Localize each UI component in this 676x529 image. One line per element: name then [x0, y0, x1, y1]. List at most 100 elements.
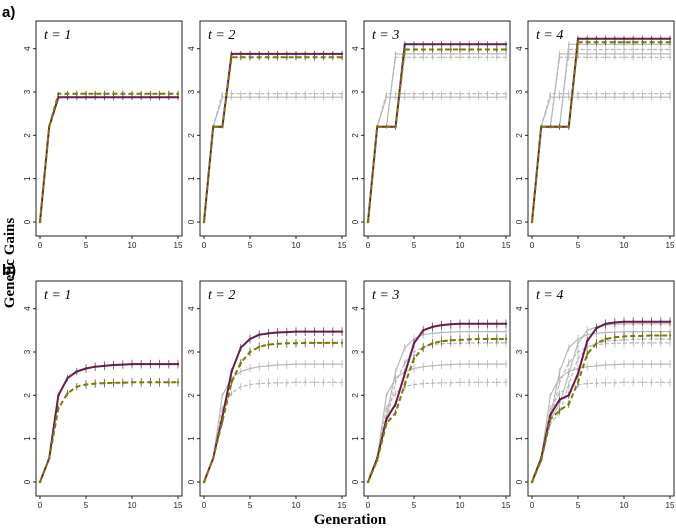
y-tick-label: 3: [351, 349, 360, 354]
data-point: [75, 92, 79, 95]
data-point: [394, 96, 397, 99]
data-point: [422, 329, 425, 332]
data-point: [221, 92, 224, 95]
y-tick-label: 1: [187, 176, 196, 181]
data-point: [449, 96, 452, 99]
data-point: [376, 125, 379, 128]
series-gray-1: [203, 359, 343, 483]
data-point: [669, 56, 671, 59]
panel-title: t = 4: [536, 28, 563, 43]
data-point: [239, 346, 242, 349]
x-tick-label: 5: [412, 501, 417, 510]
data-point: [285, 381, 288, 384]
data-point: [558, 96, 561, 99]
data-point: [239, 370, 242, 373]
data-point: [394, 52, 397, 55]
data-point: [477, 56, 480, 59]
data-point: [558, 409, 561, 412]
data-point: [549, 125, 552, 128]
data-point: [322, 96, 325, 99]
series-line-gray-2: [203, 381, 342, 483]
data-point: [403, 43, 406, 46]
y-tick-label: 1: [23, 176, 32, 181]
data-point: [304, 52, 307, 56]
series-olive: [38, 90, 180, 224]
x-tick-label: 10: [456, 501, 465, 510]
data-point: [567, 92, 570, 95]
data-point: [267, 92, 270, 95]
data-point: [623, 92, 625, 95]
series-line-gray-4: [531, 342, 670, 483]
series-line-gray-3: [367, 331, 506, 483]
data-point: [577, 351, 579, 353]
series-line-gray-2: [367, 381, 506, 483]
data-point: [248, 52, 252, 56]
data-point: [623, 48, 625, 51]
y-tick-label: 0: [515, 219, 524, 224]
data-point: [422, 365, 425, 368]
data-point: [595, 332, 598, 335]
x-tick-label: 10: [456, 241, 465, 250]
data-point: [458, 48, 462, 51]
data-point: [295, 92, 297, 95]
data-point: [341, 363, 343, 366]
data-point: [540, 459, 543, 462]
y-tick-label: 3: [515, 89, 524, 94]
data-point: [94, 96, 97, 99]
series-line-gray-4: [367, 342, 506, 483]
x-tick-label: 10: [292, 501, 301, 510]
data-point: [431, 342, 434, 345]
data-point: [477, 330, 480, 333]
data-point: [477, 322, 480, 326]
data-point: [567, 383, 570, 386]
data-point: [669, 363, 671, 366]
data-point: [276, 56, 279, 59]
panel-frame: [527, 280, 675, 497]
data-point: [604, 322, 607, 326]
x-tick-label: 0: [366, 501, 371, 510]
data-point: [586, 329, 589, 332]
panel-b-t4: 0 5 10 15 0 1 2 3 4 t = 4: [515, 280, 675, 510]
data-point: [576, 381, 580, 384]
series-purple: [530, 317, 672, 484]
data-point: [632, 381, 635, 384]
data-point: [586, 346, 589, 349]
data-point: [505, 330, 507, 333]
data-point: [130, 92, 134, 95]
data-point: [449, 92, 452, 95]
data-point: [650, 40, 653, 44]
series-line-gray-1: [531, 96, 670, 223]
data-point: [586, 96, 589, 99]
data-point: [622, 40, 626, 44]
data-point: [239, 52, 242, 56]
data-point: [477, 48, 480, 51]
data-point: [641, 320, 644, 323]
data-point: [650, 320, 653, 323]
data-point: [495, 92, 498, 95]
data-point: [385, 394, 388, 397]
data-point: [632, 363, 635, 366]
data-point: [530, 480, 534, 484]
series-line-gray-2: [531, 381, 670, 483]
data-point: [239, 56, 242, 59]
series-line-purple: [531, 37, 670, 223]
data-point: [604, 331, 607, 334]
data-point: [558, 56, 561, 59]
data-point: [477, 337, 480, 341]
data-point: [167, 92, 170, 95]
data-point: [613, 363, 616, 366]
x-tick-label: 15: [338, 241, 347, 250]
data-point: [304, 92, 307, 95]
series-purple: [202, 327, 344, 484]
data-point: [558, 392, 561, 395]
data-point: [586, 56, 589, 59]
data-point: [394, 125, 397, 128]
data-point: [613, 56, 616, 59]
data-point: [121, 381, 125, 384]
data-point: [604, 48, 607, 51]
data-point: [267, 364, 270, 367]
data-point: [38, 480, 42, 484]
series-line-gray-1: [367, 96, 506, 223]
data-point: [632, 334, 635, 338]
data-point: [112, 96, 115, 99]
